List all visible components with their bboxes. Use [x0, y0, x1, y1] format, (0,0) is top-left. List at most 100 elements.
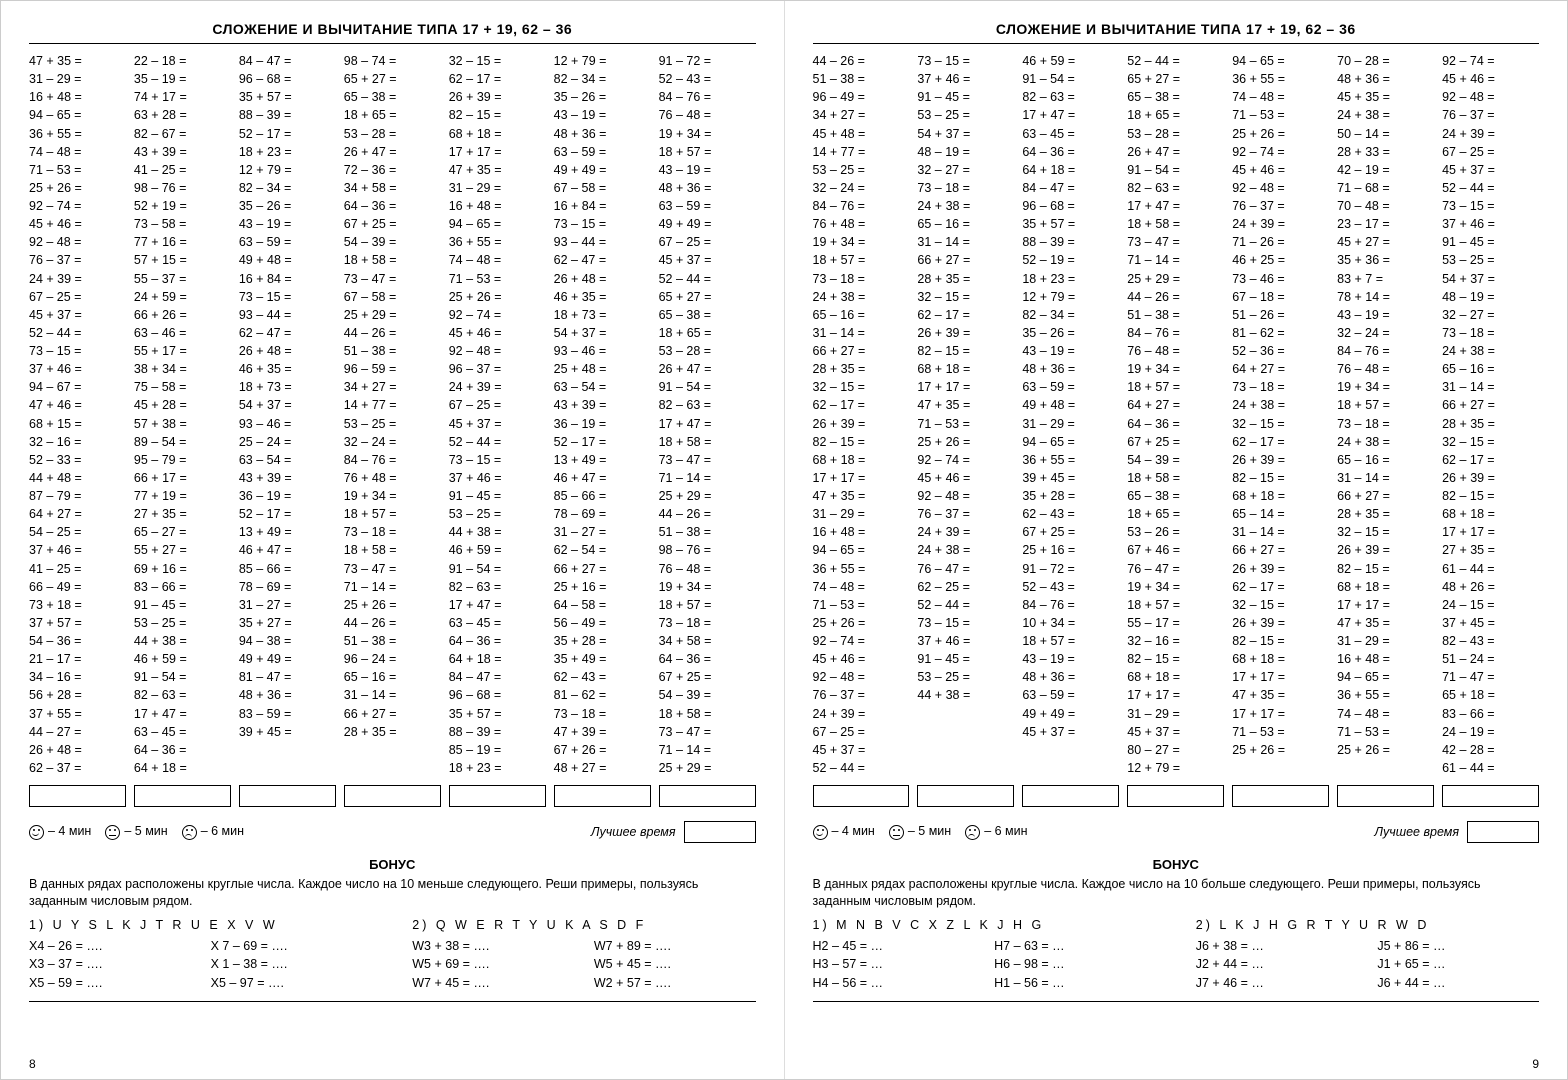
- problem-item: 92 – 48 =: [449, 342, 546, 360]
- problem-item: 12 + 79 =: [1127, 759, 1224, 777]
- problem-item: 74 – 48 =: [449, 251, 546, 269]
- problem-item: 32 – 16 =: [1127, 632, 1224, 650]
- problem-item: 76 + 48 =: [344, 469, 441, 487]
- best-time-box[interactable]: [1467, 821, 1539, 843]
- answer-box[interactable]: [659, 785, 756, 807]
- answer-box[interactable]: [1232, 785, 1329, 807]
- answer-box[interactable]: [29, 785, 126, 807]
- bonus-set: 1) M N B V C X Z L K J H GH2 – 45 = …H7 …: [813, 916, 1156, 993]
- bonus-item: H1 – 56 = …: [994, 974, 1156, 993]
- answer-box[interactable]: [449, 785, 546, 807]
- problem-item: 14 + 77 =: [813, 143, 910, 161]
- problem-item: 31 – 29 =: [449, 179, 546, 197]
- bonus-item: W5 + 69 = ….: [412, 955, 574, 974]
- problem-item: 44 + 48 =: [29, 469, 126, 487]
- timer-option: – 5 мин: [105, 824, 167, 839]
- problem-item: 49 + 48 =: [239, 251, 336, 269]
- problem-item: 18 + 57 =: [813, 251, 910, 269]
- problem-item: 52 – 19 =: [1022, 251, 1119, 269]
- problem-item: 19 + 34 =: [659, 578, 756, 596]
- answer-box[interactable]: [813, 785, 910, 807]
- best-time-box[interactable]: [684, 821, 756, 843]
- problem-item: 52 + 19 =: [134, 197, 231, 215]
- answer-box[interactable]: [344, 785, 441, 807]
- problem-item: 96 – 59 =: [344, 360, 441, 378]
- problem-item: 26 + 47 =: [1127, 143, 1224, 161]
- problem-item: 62 – 37 =: [29, 759, 126, 777]
- problem-item: 18 + 65 =: [1127, 505, 1224, 523]
- problem-item: 17 + 17 =: [1232, 705, 1329, 723]
- problem-item: 92 – 48 =: [813, 668, 910, 686]
- problem-item: 44 – 26 =: [659, 505, 756, 523]
- problem-item: 76 – 37 =: [917, 505, 1014, 523]
- problem-item: 82 – 15 =: [1232, 469, 1329, 487]
- problem-item: 43 + 39 =: [239, 469, 336, 487]
- face-sad-icon: [182, 825, 197, 840]
- problem-item: 17 + 47 =: [134, 705, 231, 723]
- problem-item: 75 – 58 =: [134, 378, 231, 396]
- problem-item: 63 – 46 =: [134, 324, 231, 342]
- problem-item: 66 + 27 =: [813, 342, 910, 360]
- face-neutral-icon: [889, 825, 904, 840]
- problem-item: 32 – 16 =: [29, 433, 126, 451]
- problem-item: 53 – 25 =: [134, 614, 231, 632]
- problem-item: 57 + 38 =: [134, 415, 231, 433]
- problem-item: 73 – 47 =: [1127, 233, 1224, 251]
- problem-item: 91 – 72 =: [659, 52, 756, 70]
- problem-item: 67 – 25 =: [449, 396, 546, 414]
- problem-item: 68 + 18 =: [1337, 578, 1434, 596]
- problem-item: 26 + 39 =: [813, 415, 910, 433]
- problem-item: 83 – 66 =: [134, 578, 231, 596]
- problem-item: 64 – 36 =: [344, 197, 441, 215]
- problem-item: 18 + 58 =: [344, 541, 441, 559]
- problem-item: 18 + 23 =: [239, 143, 336, 161]
- problem-item: 45 + 37 =: [1442, 161, 1539, 179]
- problem-item: 71 – 53 =: [813, 596, 910, 614]
- problem-item: 35 + 36 =: [1337, 251, 1434, 269]
- timer-label: – 6 мин: [984, 824, 1027, 838]
- problem-item: 65 – 38 =: [659, 306, 756, 324]
- problem-item: 82 – 63 =: [1022, 88, 1119, 106]
- bonus-set-heading: 2) L K J H G R T Y U R W D: [1196, 916, 1539, 935]
- problem-item: 35 – 26 =: [1022, 324, 1119, 342]
- face-smile-icon: [29, 825, 44, 840]
- problem-item: 92 – 74 =: [449, 306, 546, 324]
- problem-item: 64 + 18 =: [1022, 161, 1119, 179]
- problem-item: 45 + 27 =: [1337, 233, 1434, 251]
- problem-item: 64 – 36 =: [134, 741, 231, 759]
- timer-option: – 4 мин: [29, 824, 91, 839]
- problem-item: 84 – 47 =: [239, 52, 336, 70]
- problem-item: 63 – 59 =: [659, 197, 756, 215]
- problem-item: 72 – 36 =: [344, 161, 441, 179]
- answer-box[interactable]: [1127, 785, 1224, 807]
- problem-item: 85 – 66 =: [239, 560, 336, 578]
- problem-item: 16 + 84 =: [554, 197, 651, 215]
- problem-item: 67 + 25 =: [1022, 523, 1119, 541]
- problem-item: 36 + 55 =: [1022, 451, 1119, 469]
- problem-item: 25 + 26 =: [1337, 741, 1434, 759]
- problem-item: 18 + 58 =: [659, 433, 756, 451]
- page-title: СЛОЖЕНИЕ И ВЫЧИТАНИЕ ТИПА 17 + 19, 62 – …: [29, 21, 756, 44]
- answer-box[interactable]: [1337, 785, 1434, 807]
- problem-item: 17 + 47 =: [1022, 106, 1119, 124]
- problem-item: 71 – 68 =: [1337, 179, 1434, 197]
- problem-item: 88 – 39 =: [449, 723, 546, 741]
- problem-item: 91 – 45 =: [917, 650, 1014, 668]
- problem-item: 37 + 46 =: [1442, 215, 1539, 233]
- problem-item: 71 – 14 =: [659, 469, 756, 487]
- answer-box[interactable]: [554, 785, 651, 807]
- problem-item: 43 – 19 =: [1337, 306, 1434, 324]
- problem-item: 68 + 18 =: [917, 360, 1014, 378]
- answer-box[interactable]: [1442, 785, 1539, 807]
- answer-box[interactable]: [917, 785, 1014, 807]
- problem-item: 31 – 29 =: [1127, 705, 1224, 723]
- answer-box[interactable]: [239, 785, 336, 807]
- problem-item: 18 + 73 =: [554, 306, 651, 324]
- answer-box[interactable]: [1022, 785, 1119, 807]
- problem-column: 94 – 65 =36 + 55 =74 – 48 =71 – 53 =25 +…: [1232, 52, 1329, 777]
- problem-column: 52 – 44 =65 + 27 =65 – 38 =18 + 65 =53 –…: [1127, 52, 1224, 777]
- problem-item: 18 + 65 =: [1127, 106, 1224, 124]
- problem-item: 18 + 58 =: [1127, 215, 1224, 233]
- bonus-items: J6 + 38 = …J5 + 86 = …J2 + 44 = …J1 + 65…: [1196, 937, 1539, 993]
- answer-box[interactable]: [134, 785, 231, 807]
